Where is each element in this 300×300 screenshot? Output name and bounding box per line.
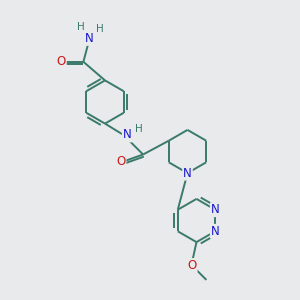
- Text: O: O: [116, 154, 125, 168]
- Text: N: N: [211, 225, 220, 238]
- Text: O: O: [57, 55, 66, 68]
- Text: H: H: [135, 124, 142, 134]
- Text: O: O: [188, 259, 196, 272]
- Text: N: N: [123, 128, 132, 142]
- Text: N: N: [211, 203, 220, 216]
- Text: H: H: [76, 22, 84, 32]
- Text: N: N: [183, 167, 192, 180]
- Text: N: N: [84, 32, 93, 45]
- Text: H: H: [96, 24, 104, 34]
